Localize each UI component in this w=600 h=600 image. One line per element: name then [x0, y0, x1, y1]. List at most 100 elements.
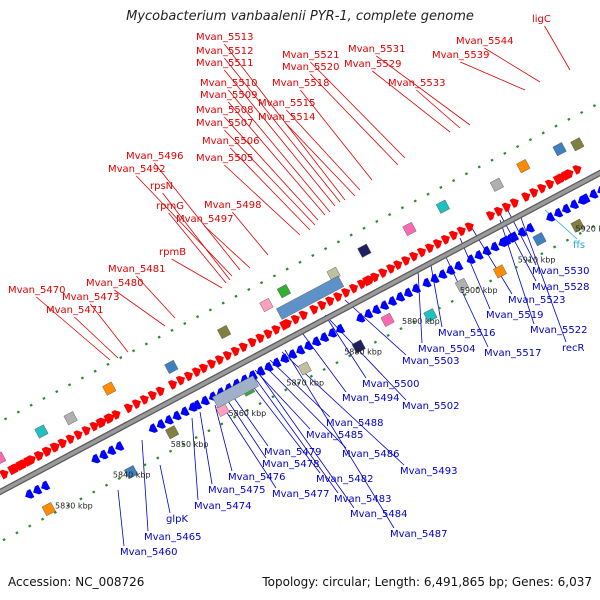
reverse-gene [33, 484, 43, 495]
reverse-leader-line [519, 214, 567, 343]
reverse-leader-line [225, 397, 267, 459]
forward-gene [485, 211, 495, 221]
forward-leader-line [136, 175, 233, 277]
forward-gene [501, 202, 511, 213]
kbp-tick-label: 5890 kbp [402, 317, 440, 326]
forward-leader-line [224, 129, 316, 226]
reverse-gene-label: Mvan_5502 [402, 401, 459, 412]
reverse-gene [280, 353, 290, 363]
forward-gene [529, 188, 539, 198]
reverse-gene-label: Mvan_5517 [484, 348, 541, 359]
forward-gene-label: Mvan_5481 [108, 264, 165, 275]
forward-feature [402, 221, 417, 237]
forward-leader-line [162, 192, 231, 281]
forward-gene [33, 451, 43, 462]
forward-leader-line [36, 296, 111, 361]
forward-gene [309, 304, 319, 315]
forward-gene [509, 198, 519, 209]
reverse-leader-line [459, 237, 491, 310]
forward-leader-line [372, 70, 451, 133]
forward-feature [259, 298, 274, 313]
forward-leader-line [228, 89, 331, 213]
reverse-leader-line [247, 379, 321, 474]
reverse-leader-line [299, 329, 347, 393]
reverse-gene-label: Mvan_5460 [120, 547, 177, 558]
forward-gene-label: Mvan_5512 [196, 46, 253, 57]
forward-gene [111, 410, 121, 420]
forward-gene-label: Mvan_5518 [272, 78, 329, 89]
forward-feature [570, 137, 585, 152]
reverse-leader-line [264, 365, 347, 449]
reverse-gene-label: Mvan_5493 [400, 466, 457, 477]
reverse-leader-line [191, 417, 199, 501]
forward-gene [424, 243, 435, 254]
reverse-feature [492, 264, 508, 279]
forward-feature [63, 411, 78, 426]
reverse-feature [532, 232, 547, 247]
reverse-gene [430, 273, 440, 284]
reverse-feature [380, 312, 395, 327]
kbp-tick-label: 5830 kbp [55, 501, 93, 510]
forward-gene [282, 319, 292, 329]
reverse-leader-line [117, 489, 125, 547]
reverse-feature [570, 218, 585, 233]
reverse-gene-label: Mvan_5516 [438, 328, 495, 339]
forward-gene-label: Mvan_5505 [196, 153, 253, 164]
forward-gene [393, 260, 403, 271]
reverse-gene [320, 332, 330, 342]
kbp-tick-label: 5860 kbp [229, 409, 267, 418]
forward-leader-line [460, 61, 526, 91]
forward-leader-line [310, 73, 399, 166]
reverse-gene-label: Mvan_5474 [194, 501, 251, 512]
reverse-gene [296, 344, 306, 355]
forward-gene [325, 296, 335, 307]
forward-gene-label: Mvan_5539 [432, 50, 489, 61]
kbp-tick-label: 5880 kbp [344, 348, 382, 357]
forward-gene [89, 421, 99, 432]
reverse-gene-label: Mvan_5478 [262, 459, 319, 470]
reverse-gene-label: Mvan_5504 [418, 344, 475, 355]
reverse-gene [172, 410, 182, 421]
reverse-feature [165, 425, 180, 440]
forward-leader-line [224, 43, 346, 201]
reverse-gene-label: Mvan_5479 [264, 447, 321, 458]
forward-gene-label: Mvan_5509 [200, 90, 257, 101]
forward-gene [198, 363, 208, 374]
forward-gene [564, 169, 574, 179]
reverse-gene [589, 189, 599, 199]
forward-gene [493, 206, 503, 217]
reverse-gene-label: Mvan_5487 [390, 529, 447, 540]
forward-gene [139, 395, 149, 405]
forward-leader-line [136, 275, 176, 319]
forward-gene [271, 325, 281, 335]
reverse-gene-label: Mvan_5488 [326, 418, 383, 429]
forward-gene-label: Mvan_5480 [86, 278, 143, 289]
genome-summary: Topology: circular; Length: 6,491,865 bp… [262, 575, 592, 589]
forward-gene [183, 371, 193, 382]
reverse-gene [288, 349, 298, 359]
forward-gene-label: Mvan_5470 [8, 285, 65, 296]
reverse-gene [91, 453, 101, 464]
forward-gene [356, 279, 367, 290]
reverse-gene [446, 265, 456, 275]
reverse-gene [156, 419, 166, 429]
forward-feature [217, 325, 232, 340]
genome-title: Mycobacterium vanbaalenii PYR-1, complet… [126, 9, 474, 24]
reverse-feature-cluster [212, 375, 259, 409]
reverse-gene-label: Mvan_5485 [306, 430, 363, 441]
kbp-tick-label: 5920 kbp [576, 225, 600, 234]
forward-gene [263, 329, 273, 340]
reverse-gene [107, 445, 117, 455]
reverse-gene [554, 207, 564, 218]
reverse-feature [351, 339, 366, 354]
forward-gene [238, 342, 248, 353]
forward-leader-line [171, 258, 223, 289]
reverse-gene-label: Mvan_5483 [334, 494, 391, 505]
reverse-gene [372, 304, 382, 315]
reverse-gene [356, 312, 366, 323]
reverse-feature [297, 361, 312, 376]
reverse-gene [364, 308, 374, 319]
reverse-gene-label: Mvan_5475 [208, 485, 265, 496]
forward-gene [247, 337, 257, 348]
forward-gene-label: Mvan_5471 [46, 305, 103, 316]
